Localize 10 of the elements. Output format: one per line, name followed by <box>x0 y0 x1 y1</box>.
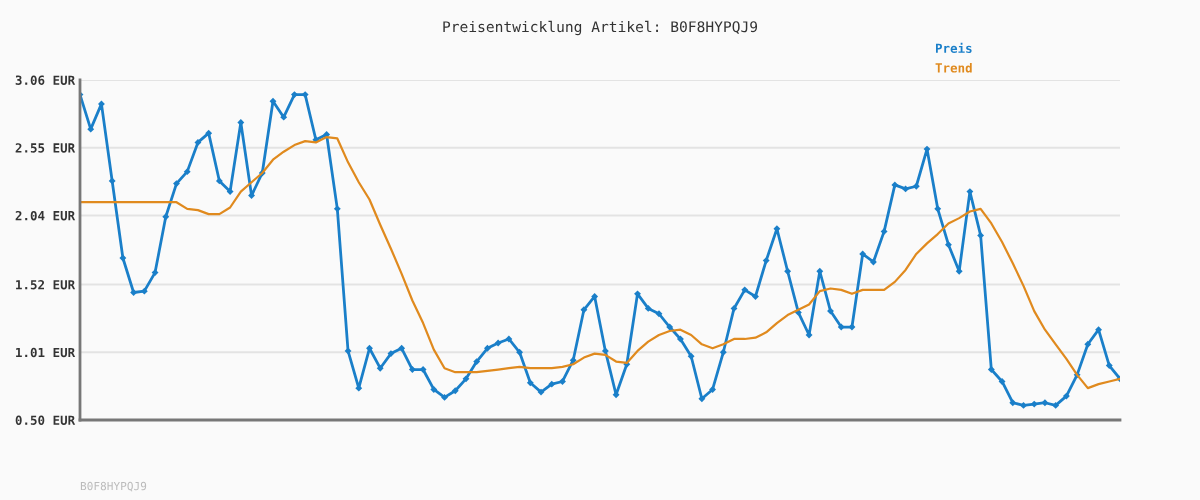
y-tick-label: 3.06 EUR <box>15 75 76 85</box>
y-tick-label: 1.52 EUR <box>16 280 76 290</box>
y-tick-label: 2.55 EUR <box>15 143 76 153</box>
y-tick-label: 2.04 EUR <box>15 210 76 221</box>
y-tick-label: 1.01 EUR <box>16 347 76 358</box>
text: Preis <box>935 42 972 53</box>
y-tick-label: 0.50 EUR <box>15 415 76 425</box>
text: Trend <box>935 62 972 73</box>
text: B0F8HYPQJ9 <box>80 481 147 492</box>
chart-title: Preisentwicklung Artikel: B0F8HYPQJ9 <box>443 20 758 36</box>
